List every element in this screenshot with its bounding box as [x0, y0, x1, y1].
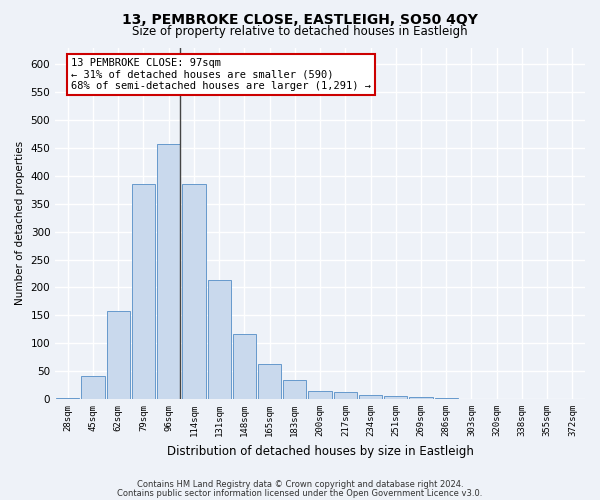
Text: Contains public sector information licensed under the Open Government Licence v3: Contains public sector information licen…	[118, 489, 482, 498]
Text: Size of property relative to detached houses in Eastleigh: Size of property relative to detached ho…	[132, 25, 468, 38]
Bar	[107, 312, 130, 399]
Bar	[132, 184, 155, 399]
Text: 13 PEMBROKE CLOSE: 97sqm
← 31% of detached houses are smaller (590)
68% of semi-: 13 PEMBROKE CLOSE: 97sqm ← 31% of detach…	[71, 58, 371, 91]
Bar	[182, 184, 206, 399]
Bar	[359, 394, 382, 399]
Bar	[384, 396, 407, 399]
Bar	[82, 376, 104, 399]
Bar	[258, 364, 281, 399]
Text: 13, PEMBROKE CLOSE, EASTLEIGH, SO50 4QY: 13, PEMBROKE CLOSE, EASTLEIGH, SO50 4QY	[122, 12, 478, 26]
Bar	[283, 380, 307, 399]
Bar	[308, 390, 332, 399]
Bar	[434, 398, 458, 399]
Text: Contains HM Land Registry data © Crown copyright and database right 2024.: Contains HM Land Registry data © Crown c…	[137, 480, 463, 489]
Bar	[157, 144, 181, 399]
Y-axis label: Number of detached properties: Number of detached properties	[15, 141, 25, 306]
X-axis label: Distribution of detached houses by size in Eastleigh: Distribution of detached houses by size …	[167, 444, 473, 458]
Bar	[208, 280, 231, 399]
Bar	[334, 392, 357, 399]
Bar	[56, 398, 79, 399]
Bar	[409, 398, 433, 399]
Bar	[233, 334, 256, 399]
